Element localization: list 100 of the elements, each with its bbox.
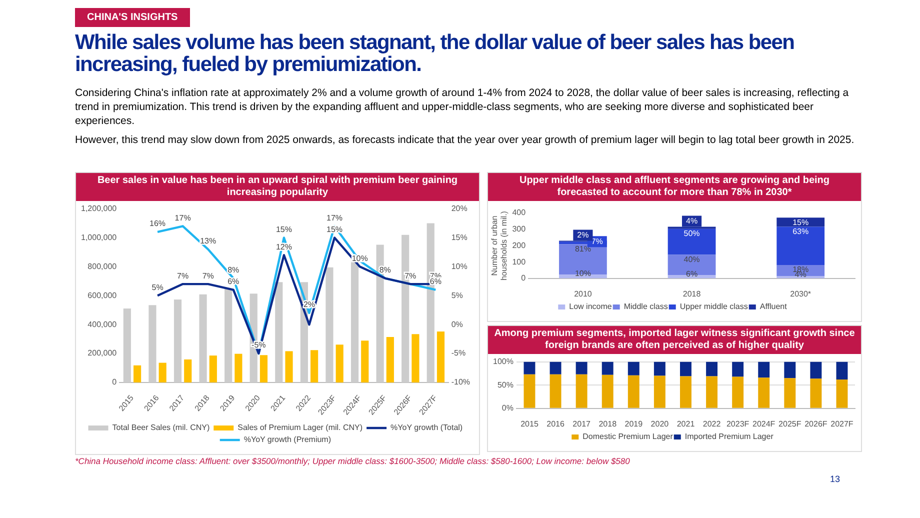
y-tick-label: 1,000,000 [80, 232, 118, 242]
x-tick-label: 2010 [574, 289, 592, 298]
legend-label: Middle class [624, 302, 668, 312]
bar [680, 362, 692, 376]
legend-label: Sales of Premium Lager (mil. CNY) [238, 423, 363, 432]
data-label: 13% [200, 236, 216, 246]
data-label: 2% [303, 300, 316, 310]
text: 13 [830, 474, 840, 484]
x-tick-label: 2024F [752, 419, 776, 428]
data-label: 6% [430, 277, 442, 286]
bar [706, 376, 718, 408]
legend-label: %YoY growth (Premium) [244, 435, 332, 444]
x-tick-label: 2022 [702, 419, 722, 428]
x-tick-label: 2015 [520, 419, 539, 428]
bar [148, 305, 156, 382]
bar [628, 362, 640, 376]
y-tick-label: 0 [521, 274, 526, 283]
annotation: 81% [574, 244, 591, 254]
chart-title: Among premium segments, imported lager witness significant growth since foreign brands are often perceived as of higher quality [488, 326, 861, 354]
data-label: 17% [174, 213, 191, 222]
x-tick-label: 2021 [676, 419, 696, 428]
x-tick-label: 2018 [682, 289, 702, 298]
bar [361, 340, 369, 382]
x-tick-label: 2025F [778, 419, 802, 428]
bar [706, 362, 718, 376]
bar [654, 362, 666, 376]
bar [654, 376, 666, 408]
bar [550, 374, 562, 408]
annotation: 2% [577, 230, 589, 240]
bar [260, 355, 268, 382]
data-label: 16% [150, 219, 166, 228]
legend-label: Imported Premium Lager [684, 432, 774, 442]
y-tick-label: 0% [502, 404, 514, 413]
bar [336, 344, 344, 382]
legend-label: %YoY growth (Total) [390, 423, 463, 432]
y2-tick-label: -10% [451, 378, 470, 387]
data-label: 7% [404, 271, 416, 280]
legend-label: Domestic Premium Lager [582, 432, 674, 442]
bar [224, 288, 232, 382]
text: Considering China's inflation rate at approximately 2% and a volume growth of around 1-4% from 2024 to 2028, the dollar value of beer sales is increasing, reflecting a trend in premiumization. This trend is driven by the expanding affluent and upper-middle-class segments, who are seeking more diverse and sophisticated beer experiences. [75, 86, 850, 128]
legend-label: Low income [569, 302, 612, 312]
bar [184, 359, 192, 382]
y-tick-label: 400 [512, 208, 526, 218]
y-tick-label: 1,200,000 [80, 204, 118, 214]
bar [524, 374, 536, 408]
data-label: 7% [202, 271, 214, 280]
text: *China Household income class: Affluent: over $3500/monthly; Upper middle class: $1600-3500; Middle class: $580-1600; Low income: below $580 [75, 456, 630, 466]
bar [836, 362, 848, 380]
y-tick-label: 200,000 [88, 348, 118, 358]
bar [386, 337, 394, 382]
bar [310, 350, 318, 382]
bar [836, 380, 848, 408]
annotation: 63% [792, 226, 809, 236]
bar [732, 376, 744, 408]
annotation: 6% [686, 269, 698, 278]
y-tick-label: 300 [512, 224, 526, 234]
bar [810, 378, 822, 408]
annotation: 10% [574, 268, 591, 278]
chart-title: Upper middle class and affluent segments are growing and being forecasted to account for more than 78% in 2030* [488, 173, 861, 201]
bar [285, 351, 293, 382]
bar [524, 362, 536, 374]
bar [668, 228, 716, 255]
x-tick-label: 2019 [624, 419, 644, 428]
legend-label: Upper middle class [680, 302, 748, 312]
x-tick-label: 2016 [546, 419, 565, 428]
bar [680, 376, 692, 408]
data-label: 17% [326, 213, 343, 222]
y2-tick-label: 20% [451, 204, 468, 214]
y-tick-label: 400,000 [88, 320, 118, 329]
y-tick-label: 50% [497, 380, 514, 390]
data-label: 5% [152, 282, 164, 292]
y-tick-label: 600,000 [88, 290, 118, 300]
bar [758, 378, 770, 408]
data-label: 15% [276, 224, 292, 234]
bar [810, 362, 822, 379]
bar [732, 362, 744, 377]
bar [158, 362, 166, 382]
bar [559, 244, 607, 275]
bar [550, 362, 562, 374]
annotation: 40% [684, 254, 700, 264]
bar [668, 254, 716, 276]
bar [275, 282, 283, 382]
y-axis-title: Number of urban households (in mil.) [490, 210, 509, 280]
bar [123, 308, 131, 382]
y-tick-label: 200 [512, 240, 526, 250]
x-tick-label: 2023F [726, 419, 750, 428]
x-tick-label: 2030* [790, 289, 812, 298]
y2-tick-label: 0% [451, 320, 463, 329]
x-tick-label: 2020 [650, 419, 670, 428]
y-tick-label: 0 [112, 378, 118, 387]
bar [234, 354, 242, 382]
bar [776, 226, 825, 265]
bar [602, 362, 614, 375]
bar [412, 334, 420, 382]
legend-label: Total Beer Sales (mil. CNY) [112, 423, 210, 432]
bar [134, 365, 142, 382]
bar [628, 375, 640, 408]
annotation: 15% [792, 218, 809, 227]
bar [784, 378, 796, 408]
bar [174, 300, 182, 382]
